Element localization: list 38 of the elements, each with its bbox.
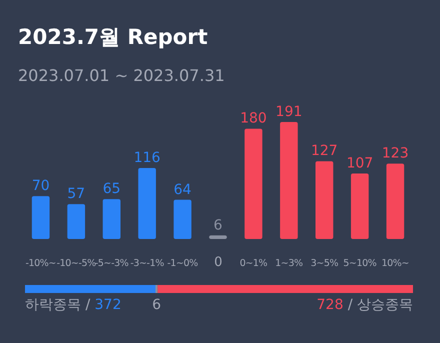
bar: [350, 173, 369, 239]
bar: [138, 168, 156, 239]
x-tick-label: -3~-1%: [130, 258, 164, 269]
bar: [209, 235, 227, 239]
data-label: 6: [152, 297, 162, 313]
bar: [102, 199, 120, 239]
x-tick-label: 1~3%: [275, 258, 304, 269]
data-label: 728 / 상승종목: [316, 297, 413, 313]
x-tick-label: -10~-5%: [56, 258, 96, 269]
data-label: 70: [32, 178, 50, 194]
bar: [67, 204, 86, 239]
data-label: 6: [214, 217, 223, 234]
bar: [32, 196, 50, 239]
data-label: 116: [134, 150, 161, 166]
bar: [174, 200, 192, 239]
data-label: 57: [67, 186, 86, 202]
chart-subtitle: 2023.07.01 ~ 2023.07.31: [18, 66, 225, 85]
x-tick-label: -10%~: [25, 258, 56, 269]
data-label: 180: [240, 110, 267, 127]
data-label: 64: [174, 182, 192, 198]
data-label: 107: [346, 155, 374, 172]
x-tick-label: -5~-3%: [94, 258, 129, 269]
bar: [280, 122, 298, 239]
bar: [244, 128, 262, 239]
x-tick-label: 5~10%: [343, 258, 377, 269]
x-tick-label: -1~0%: [167, 258, 198, 269]
data-label: 127: [310, 143, 338, 160]
bar: [316, 161, 334, 239]
data-label: 65: [102, 181, 121, 198]
data-label: 123: [382, 146, 409, 162]
bar: [386, 164, 404, 239]
x-tick-label: 10%~: [382, 258, 410, 269]
x-tick-label: 3~5%: [310, 258, 338, 269]
data-label: 191: [276, 104, 302, 120]
chart-title: 2023.7월 Report: [18, 25, 208, 49]
x-tick-label: 0: [214, 255, 222, 270]
x-tick-label: 0~1%: [240, 258, 268, 269]
data-label: 하락종목 / 372: [25, 297, 122, 313]
